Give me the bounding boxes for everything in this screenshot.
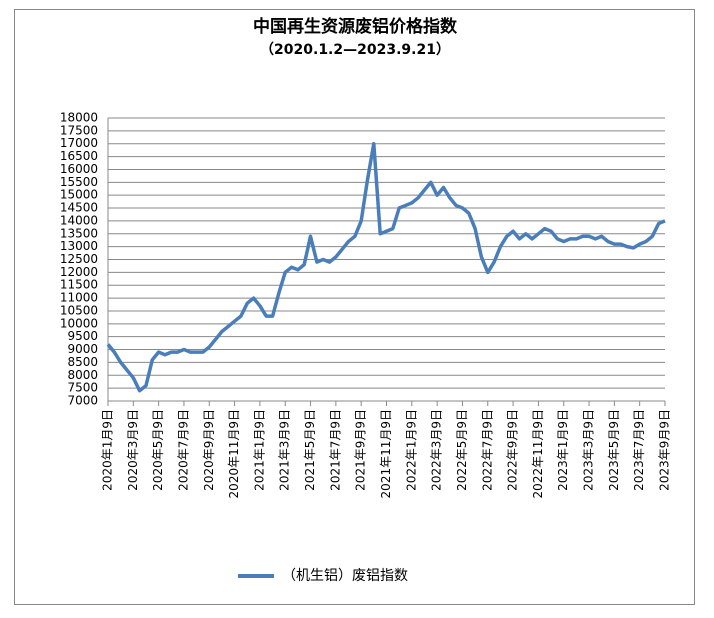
legend-label: （机生铝）废铝指数 bbox=[282, 568, 408, 584]
y-tick-label: 9000 bbox=[67, 342, 98, 356]
x-tick-label: 2021年11月9日 bbox=[379, 409, 393, 498]
x-tick-label: 2023年9月9日 bbox=[658, 409, 672, 491]
x-tick-label: 2023年7月9日 bbox=[632, 409, 646, 491]
x-tick-label: 2021年9月9日 bbox=[354, 409, 368, 491]
y-tick-label: 10000 bbox=[60, 316, 98, 330]
x-tick-label: 2023年3月9日 bbox=[582, 409, 596, 491]
y-tick-label: 13000 bbox=[60, 239, 98, 253]
x-tick-label: 2023年5月9日 bbox=[607, 409, 621, 491]
x-tick-label: 2021年1月9日 bbox=[252, 409, 266, 491]
y-tick-label: 18000 bbox=[60, 111, 98, 125]
y-tick-label: 11000 bbox=[60, 291, 98, 305]
y-tick-label: 12500 bbox=[60, 252, 98, 266]
y-tick-label: 12000 bbox=[60, 265, 98, 279]
y-tick-label: 16000 bbox=[60, 162, 98, 176]
x-tick-label: 2022年3月9日 bbox=[430, 409, 444, 491]
x-tick-label: 2023年1月9日 bbox=[556, 409, 570, 491]
x-tick-label: 2020年11月9日 bbox=[227, 409, 241, 498]
y-tick-label: 15000 bbox=[60, 188, 98, 202]
x-tick-label: 2021年3月9日 bbox=[278, 409, 292, 491]
y-tick-label: 17000 bbox=[60, 136, 98, 150]
y-tick-label: 7500 bbox=[67, 381, 98, 395]
x-tick-label: 2020年5月9日 bbox=[151, 409, 165, 491]
y-tick-label: 14500 bbox=[60, 201, 98, 215]
y-tick-label: 13500 bbox=[60, 226, 98, 240]
y-tick-label: 7000 bbox=[67, 394, 98, 408]
x-tick-label: 2020年7月9日 bbox=[176, 409, 190, 491]
x-tick-label: 2020年9月9日 bbox=[202, 409, 216, 491]
y-tick-label: 16500 bbox=[60, 149, 98, 163]
x-tick-label: 2020年3月9日 bbox=[126, 409, 140, 491]
y-tick-label: 14000 bbox=[60, 213, 98, 227]
y-tick-label: 10500 bbox=[60, 303, 98, 317]
y-tick-label: 8500 bbox=[67, 355, 98, 369]
x-tick-label: 2022年9月9日 bbox=[506, 409, 520, 491]
x-tick-label: 2021年5月9日 bbox=[303, 409, 317, 491]
data-line bbox=[106, 141, 666, 393]
chart-subtitle: （2020.1.2—2023.9.21） bbox=[260, 42, 450, 58]
y-tick-label: 8000 bbox=[67, 368, 98, 382]
y-tick-label: 17500 bbox=[60, 123, 98, 137]
chart-border bbox=[14, 9, 695, 605]
y-tick-label: 11500 bbox=[60, 278, 98, 292]
y-tick-label: 9500 bbox=[67, 329, 98, 343]
x-tick-label: 2022年11月9日 bbox=[531, 409, 545, 498]
x-tick-label: 2020年1月9日 bbox=[101, 409, 115, 491]
chart-title: 中国再生资源废铝价格指数 bbox=[253, 16, 458, 37]
y-tick-label: 15500 bbox=[60, 175, 98, 189]
x-tick-label: 2022年7月9日 bbox=[480, 409, 494, 491]
x-tick-label: 2022年5月9日 bbox=[455, 409, 469, 491]
x-tick-label: 2022年1月9日 bbox=[404, 409, 418, 491]
x-tick-label: 2021年7月9日 bbox=[328, 409, 342, 491]
